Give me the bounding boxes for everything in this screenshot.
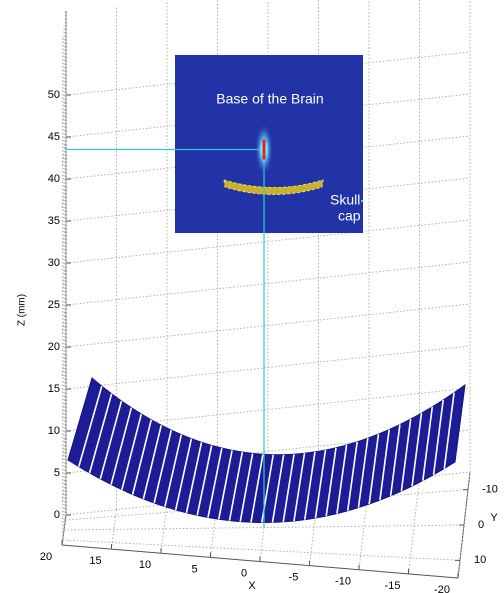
z-tick-label: 30: [48, 257, 60, 269]
z-tick-label: 0: [54, 509, 60, 521]
annotation: Skull-: [330, 192, 365, 208]
z-tick-label: 45: [48, 131, 60, 143]
focus-point: [262, 139, 266, 160]
bowl-stripe: [217, 450, 233, 520]
z-tick-label: 50: [48, 89, 60, 101]
bowl-stripe: [432, 399, 444, 475]
grid-line: [65, 219, 471, 264]
bowl-stripe: [174, 438, 193, 511]
x-axis-label: X: [248, 580, 256, 592]
bowl-stripe: [357, 438, 369, 508]
grid-line: [61, 304, 67, 336]
grid-line: [61, 94, 67, 126]
bowl-stripe: [422, 406, 434, 481]
transducer-surface: [67, 377, 466, 523]
bowl-stripe: [314, 449, 327, 519]
z-tick-label: 5: [54, 467, 60, 479]
grid-line: [65, 345, 471, 390]
z-tick-label: 40: [48, 173, 60, 185]
bowl-stripe: [411, 413, 423, 487]
y-tick-label: 10: [474, 554, 486, 566]
bowl-stripe: [443, 392, 455, 469]
grid-line: [61, 514, 67, 546]
grid-line: [61, 346, 67, 378]
bowl-stripe: [346, 441, 358, 511]
bowl-stripe: [78, 385, 103, 467]
grid-line: [61, 178, 67, 210]
x-tick-label: -10: [335, 576, 351, 588]
bowl-stripe: [271, 454, 285, 523]
bowl-stripe: [121, 413, 143, 490]
skullcap-shape: [223, 179, 324, 195]
bowl-stripe: [228, 451, 244, 521]
bowl-stripe: [196, 445, 213, 516]
bowl-stripe: [153, 430, 173, 504]
x-tick-label: -5: [289, 572, 299, 584]
z-tick-label: 20: [48, 341, 60, 353]
grid-line: [61, 220, 67, 252]
bowl-stripe: [293, 453, 306, 522]
bowl-stripe: [336, 444, 348, 514]
grid-line: [61, 262, 67, 294]
grid-line: [210, 498, 218, 558]
bowl-stripe: [142, 425, 163, 500]
bowl-stripe: [379, 429, 390, 501]
grid-line: [408, 477, 420, 574]
bowl-stripe: [110, 407, 133, 485]
x-tick-label: -15: [385, 580, 401, 592]
y-axis-label: Y: [490, 512, 498, 524]
bowl: [67, 377, 466, 523]
x-tick-label: 10: [139, 559, 151, 571]
z-tick-label: 35: [48, 215, 60, 227]
y-tick-label: -10: [482, 484, 498, 496]
front-layer: 20 15 10 5 0 -5 -10 -15 -20-10010051015202530354…: [40, 89, 498, 593]
grid-line: [61, 430, 67, 462]
bowl-stripe: [389, 424, 401, 496]
x-tick-label: 20: [40, 551, 52, 563]
z-axis-label: Z (mm): [17, 294, 28, 326]
grid-line: [61, 472, 67, 504]
bowl-stripe: [131, 419, 153, 495]
x-tick-label: 0: [241, 567, 247, 579]
bowl-stripe: [164, 434, 183, 507]
grid-line: [61, 136, 67, 168]
bowl-stripe: [400, 418, 412, 492]
x-tick-label: 5: [191, 563, 197, 575]
annotation: Base of the Brain: [216, 91, 323, 107]
bowl-stripe: [185, 442, 203, 513]
z-tick-label: 25: [48, 299, 60, 311]
bowl-stripe: [239, 453, 254, 522]
bowl-stripe: [282, 454, 295, 522]
grid-line: [65, 261, 471, 306]
grid-line: [61, 388, 67, 420]
grid-line: [65, 489, 469, 521]
x-tick-label: 15: [89, 555, 101, 567]
x-tick-label: -20: [434, 584, 450, 593]
bowl-stripe: [88, 393, 113, 474]
grid-line: [309, 488, 319, 566]
grid-line: [160, 504, 168, 554]
bowl-stripe: [250, 454, 264, 523]
bowl-stripe: [207, 447, 223, 518]
bowl-stripe: [99, 400, 123, 480]
z-tick-label: 10: [48, 425, 60, 437]
z-tick-label: 15: [48, 383, 60, 395]
annotation: cap: [338, 208, 361, 224]
bowl-stripe: [325, 447, 337, 517]
grid-line: [65, 303, 471, 348]
bowl-stripe: [368, 433, 380, 505]
y-tick-label: 0: [478, 519, 484, 531]
bowl-stripe: [303, 451, 316, 520]
